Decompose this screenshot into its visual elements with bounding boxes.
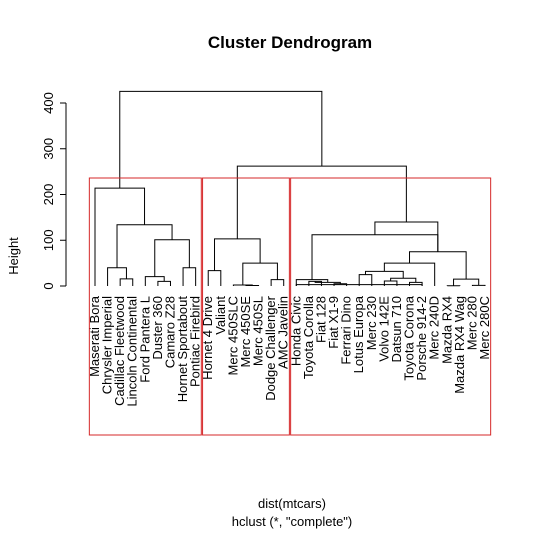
- dendrogram-merge: [214, 238, 261, 271]
- dendrogram-merge: [154, 239, 190, 277]
- y-axis: 0 100 200 300 400: [41, 92, 67, 290]
- leaf-label: Chrysler Imperial: [100, 296, 115, 394]
- leaf-label: Lotus Europa: [351, 295, 366, 373]
- leaf-label: Maserati Bora: [87, 295, 102, 377]
- dendrogram-merge: [119, 278, 134, 286]
- leaf-label: Hornet Sportabout: [175, 296, 190, 403]
- dendrogram-merge: [358, 274, 373, 286]
- leaf-label: Merc 240D: [427, 296, 442, 360]
- leaf-label: Volvo 142E: [376, 296, 391, 362]
- y-tick-label: 400: [41, 92, 56, 114]
- cluster-boxes: [88, 177, 492, 436]
- cluster-box: [202, 177, 290, 436]
- dendrogram-merge: [207, 270, 222, 286]
- x-axis-label: dist(mtcars): [258, 496, 326, 511]
- y-tick-label: 100: [41, 229, 56, 251]
- y-axis-label: Height: [6, 237, 21, 275]
- leaf-label: Lincoln Continental: [125, 296, 140, 407]
- leaf-label: Mazda RX4: [439, 296, 454, 364]
- leaf-label: Fiat X1-9: [326, 296, 341, 349]
- leaf-label: Honda Civic: [288, 296, 303, 367]
- dendrogram-merge: [119, 90, 323, 189]
- dendrogram-merge: [182, 267, 197, 286]
- leaf-label: Valiant: [213, 296, 228, 335]
- leaf-label: Merc 450SL: [251, 296, 266, 366]
- dendrogram-merge: [374, 221, 439, 252]
- cluster-box: [290, 177, 492, 436]
- leaf-label: Pontiac Firebird: [188, 296, 203, 387]
- leaf-label: Datsun 710: [389, 296, 404, 363]
- y-tick-label: 300: [41, 138, 56, 160]
- leaf-label: Mazda RX4 Wag: [452, 296, 467, 394]
- dendrogram-merge: [390, 277, 417, 283]
- cluster-box: [88, 177, 202, 436]
- leaf-label: Toyota Corona: [402, 295, 417, 380]
- dendrogram-branches: [94, 90, 486, 287]
- leaf-label: Merc 450SLC: [225, 296, 240, 375]
- leaf-label: Fiat 128: [313, 296, 328, 343]
- dendrogram-merge: [409, 251, 467, 280]
- dendrogram-merge: [471, 284, 486, 286]
- leaf-label: Merc 450SE: [238, 296, 253, 368]
- leaf-label: Ferrari Dino: [339, 296, 354, 365]
- leaf-label: Merc 280: [464, 296, 479, 350]
- y-tick-label: 200: [41, 184, 56, 206]
- leaf-label: Cadillac Fleetwood: [112, 296, 127, 406]
- leaf-label: AMC Javelin: [276, 296, 291, 369]
- dendrogram-merge: [157, 280, 171, 286]
- method-sublabel: hclust (*, "complete"): [232, 514, 353, 529]
- chart-title: Cluster Dendrogram: [208, 33, 372, 52]
- leaf-label: Ford Pantera L: [137, 296, 152, 383]
- dendrogram-merge: [236, 165, 407, 239]
- dendrogram-merge: [270, 279, 285, 286]
- dendrogram-merge: [107, 267, 127, 286]
- leaf-label: Merc 280C: [477, 296, 492, 360]
- leaf-label: Porsche 914-2: [414, 296, 429, 381]
- dendrogram-merge: [242, 262, 278, 286]
- leaf-label: Hornet 4 Drive: [200, 296, 215, 380]
- leaf-label: Merc 230: [364, 296, 379, 350]
- leaf-label: Duster 360: [150, 296, 165, 360]
- leaf-label: Dodge Challenger: [263, 295, 278, 400]
- dendrogram-merge: [453, 278, 480, 286]
- dendrogram-merge: [311, 234, 439, 280]
- dendrogram-merge: [232, 284, 253, 286]
- y-tick-label: 0: [41, 282, 56, 289]
- leaf-label: Toyota Corolla: [301, 295, 316, 379]
- dendrogram-merge: [116, 224, 173, 268]
- dendrogram-merge: [295, 284, 423, 286]
- dendrogram-merge: [383, 280, 398, 286]
- leaf-label: Camaro Z28: [162, 296, 177, 368]
- dendrogram-merge: [94, 187, 146, 286]
